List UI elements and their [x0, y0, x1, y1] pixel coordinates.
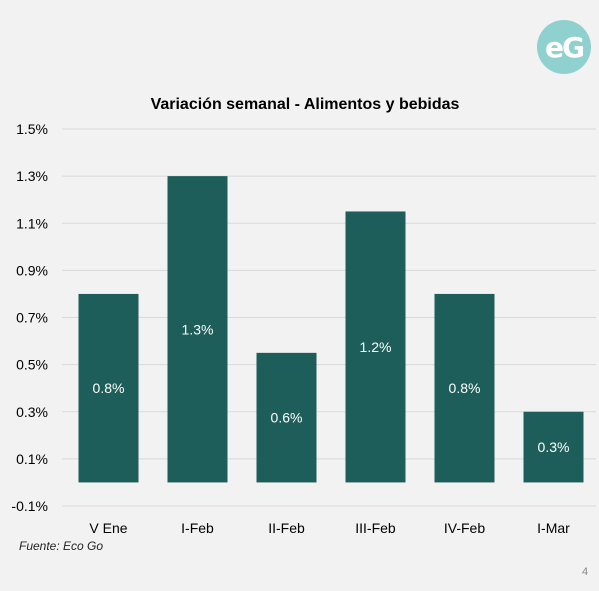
- x-tick-label: I-Feb: [181, 520, 214, 536]
- y-tick-label: 1.3%: [16, 168, 48, 184]
- eco-go-logo: eG: [537, 20, 591, 74]
- bar: [434, 293, 495, 483]
- bar-data-label: 1.2%: [360, 339, 392, 355]
- x-axis-tick-labels: V Ene I-Feb II-Feb III-Feb IV-Feb I-Mar: [89, 520, 570, 536]
- y-axis-tick-labels: -0.1% 0.1% 0.3% 0.5% 0.7% 0.9% 1.1% 1.3% 1.5%: [11, 121, 48, 514]
- bar: [256, 352, 317, 483]
- y-tick-label: 0.1%: [16, 451, 48, 467]
- y-tick-label: 0.5%: [16, 357, 48, 373]
- bars: [78, 176, 584, 483]
- x-tick-label: I-Mar: [537, 520, 570, 536]
- x-tick-label: V Ene: [89, 520, 127, 536]
- bar-data-label: 0.8%: [449, 380, 481, 396]
- bar-data-label: 0.8%: [93, 380, 125, 396]
- page-number: 4: [582, 566, 589, 578]
- bar-data-label: 1.3%: [182, 321, 214, 337]
- bar: [523, 411, 584, 483]
- bar-data-labels: 0.8% 1.3% 0.6% 1.2% 0.8% 0.3%: [93, 321, 570, 455]
- logo-text: eG: [545, 30, 585, 64]
- x-tick-label: IV-Feb: [444, 520, 485, 536]
- y-tick-label: 0.9%: [16, 262, 48, 278]
- y-tick-label: -0.1%: [11, 498, 48, 514]
- chart-title: Variación semanal - Alimentos y bebidas: [151, 96, 460, 113]
- gridlines: [62, 128, 596, 507]
- bar: [78, 293, 139, 483]
- x-tick-label: III-Feb: [355, 520, 396, 536]
- bar: [167, 176, 228, 483]
- y-tick-label: 1.5%: [16, 121, 48, 137]
- bar: [345, 211, 406, 483]
- source-note: Fuente: Eco Go: [19, 539, 104, 553]
- y-tick-label: 1.1%: [16, 215, 48, 231]
- bar-data-label: 0.6%: [271, 410, 303, 426]
- y-tick-label: 0.7%: [16, 310, 48, 326]
- y-tick-label: 0.3%: [16, 404, 48, 420]
- x-tick-label: II-Feb: [268, 520, 305, 536]
- bar-data-label: 0.3%: [538, 439, 570, 455]
